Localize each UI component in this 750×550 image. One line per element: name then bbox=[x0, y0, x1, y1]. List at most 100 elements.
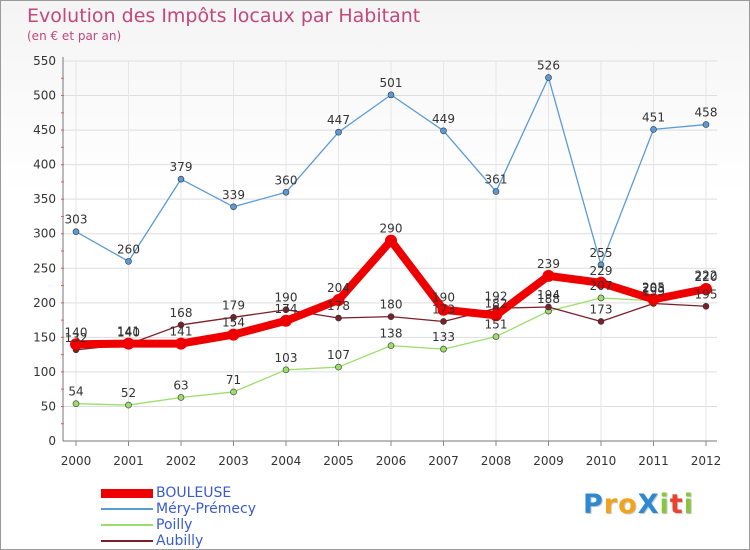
legend-label: Aubilly bbox=[156, 533, 204, 549]
data-point bbox=[332, 294, 345, 307]
y-tick-label: 250 bbox=[33, 261, 56, 275]
data-point bbox=[597, 261, 605, 269]
data-label: 204 bbox=[327, 281, 350, 295]
data-point bbox=[335, 314, 342, 322]
data-point bbox=[702, 121, 710, 128]
x-axis-ticks: 2000 2001 2002 2003 2004 2005 2006 2007 2008 2009… bbox=[61, 441, 721, 468]
data-point bbox=[702, 302, 710, 310]
data-label: 52 bbox=[121, 386, 136, 400]
data-label: 501 bbox=[380, 76, 403, 90]
data-label: 260 bbox=[117, 242, 140, 256]
legend-label: Poilly bbox=[156, 517, 193, 533]
data-label: 203 bbox=[642, 282, 665, 296]
logo-letter: t bbox=[669, 489, 684, 520]
data-label: 379 bbox=[170, 160, 193, 174]
data-label: 132 bbox=[65, 331, 88, 345]
legend-item: BOULEUSE bbox=[101, 485, 401, 501]
data-label: 190 bbox=[275, 291, 298, 305]
data-label: 168 bbox=[170, 306, 193, 320]
proxiti-logo: ProXiti bbox=[583, 489, 694, 520]
legend-item: Méry-Prémecy bbox=[101, 501, 401, 517]
y-tick-label: 50 bbox=[41, 399, 56, 413]
data-label: 133 bbox=[432, 330, 455, 344]
data-point bbox=[282, 188, 290, 196]
x-tick-label: 2002 bbox=[166, 454, 197, 468]
data-point bbox=[597, 318, 605, 325]
data-point bbox=[177, 175, 185, 183]
data-point bbox=[440, 127, 447, 135]
data-point bbox=[387, 313, 395, 320]
data-point bbox=[542, 269, 555, 282]
data-point bbox=[227, 328, 240, 341]
data-label: 180 bbox=[380, 298, 403, 312]
data-label: 141 bbox=[170, 325, 193, 339]
data-label: 207 bbox=[590, 279, 613, 293]
data-label: 188 bbox=[537, 292, 560, 306]
data-point bbox=[437, 303, 450, 316]
data-label: 192 bbox=[485, 289, 508, 303]
data-point bbox=[175, 337, 187, 350]
data-label: 173 bbox=[432, 302, 455, 316]
legend-swatch bbox=[101, 540, 153, 542]
data-point bbox=[335, 363, 342, 371]
legend-item: Aubilly bbox=[101, 533, 401, 549]
x-tick-label: 2005 bbox=[323, 454, 354, 468]
logo-letter: P bbox=[583, 489, 604, 520]
data-point bbox=[335, 128, 342, 136]
y-tick-label: 300 bbox=[33, 227, 56, 241]
logo-letter: X bbox=[637, 489, 660, 520]
data-label: 140 bbox=[65, 325, 88, 339]
data-label: 151 bbox=[485, 318, 508, 332]
data-label: 199 bbox=[642, 285, 665, 299]
data-point bbox=[700, 283, 712, 296]
y-tick-label: 450 bbox=[33, 123, 56, 137]
data-label: 458 bbox=[695, 106, 718, 120]
legend-label: BOULEUSE bbox=[156, 485, 232, 501]
data-label: 178 bbox=[327, 299, 350, 313]
data-point bbox=[282, 366, 290, 374]
legend-swatch bbox=[101, 524, 153, 526]
data-label: 194 bbox=[537, 288, 560, 302]
data-point bbox=[387, 91, 395, 99]
legend-label: Méry-Prémecy bbox=[156, 501, 257, 517]
x-tick-label: 2007 bbox=[428, 454, 459, 468]
data-point bbox=[385, 234, 397, 247]
data-point bbox=[230, 203, 237, 211]
data-label: 229 bbox=[590, 264, 613, 278]
data-point bbox=[177, 394, 185, 401]
data-point bbox=[280, 314, 292, 327]
data-label: 179 bbox=[222, 298, 245, 312]
x-tick-label: 2001 bbox=[113, 454, 144, 468]
data-point bbox=[72, 228, 80, 235]
data-label: 449 bbox=[432, 112, 455, 126]
data-label: 174 bbox=[275, 302, 298, 316]
y-tick-label: 500 bbox=[33, 89, 56, 103]
y-tick-label: 100 bbox=[33, 365, 56, 379]
data-label: 339 bbox=[222, 188, 245, 202]
data-label: 173 bbox=[590, 302, 613, 316]
x-tick-label: 2011 bbox=[638, 454, 669, 468]
data-label: 107 bbox=[327, 348, 350, 362]
chart-title: Evolution des Impôts locaux par Habitant bbox=[27, 5, 421, 27]
y-tick-label: 150 bbox=[33, 330, 56, 344]
series-points bbox=[70, 74, 712, 409]
data-label: 54 bbox=[68, 385, 83, 399]
data-label: 103 bbox=[275, 351, 298, 365]
data-point bbox=[597, 294, 605, 302]
data-label: 154 bbox=[222, 316, 245, 330]
x-tick-label: 2003 bbox=[218, 454, 249, 468]
logo-letter: o bbox=[618, 489, 638, 520]
data-label: 220 bbox=[695, 270, 718, 284]
data-point bbox=[440, 345, 447, 353]
logo-letter: i bbox=[659, 489, 670, 520]
y-tick-label: 400 bbox=[33, 158, 56, 172]
logo-letter: r bbox=[603, 489, 619, 520]
data-point bbox=[122, 337, 135, 350]
data-point bbox=[72, 400, 80, 407]
chart-subtitle: (en € et par an) bbox=[27, 29, 122, 43]
y-tick-label: 200 bbox=[33, 296, 56, 310]
y-axis-ticks: 0 50 100 150 200 250 300 350 400 450 500 550 bbox=[33, 54, 64, 448]
x-tick-label: 2000 bbox=[61, 454, 92, 468]
